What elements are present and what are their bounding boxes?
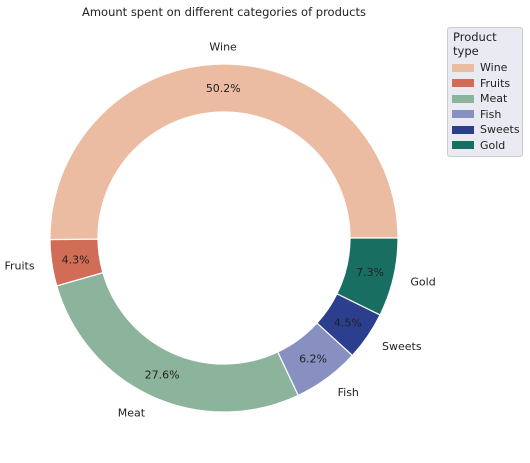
legend-item-wine: Wine bbox=[452, 60, 518, 76]
legend-swatch bbox=[452, 79, 474, 88]
legend-label: Fruits bbox=[480, 76, 511, 90]
category-label-sweets: Sweets bbox=[382, 340, 422, 353]
category-label-meat: Meat bbox=[118, 406, 146, 419]
legend-item-sweets: Sweets bbox=[452, 122, 520, 138]
legend-item-fish: Fish bbox=[452, 107, 518, 123]
legend-swatch bbox=[452, 141, 474, 150]
category-label-gold: Gold bbox=[410, 275, 435, 288]
slice-wine bbox=[49, 63, 399, 241]
legend-label: Meat bbox=[480, 92, 508, 106]
slice-gold bbox=[336, 237, 399, 316]
legend-title: Product type bbox=[453, 30, 497, 58]
slice-meat bbox=[56, 271, 300, 413]
legend-swatch bbox=[452, 94, 474, 103]
legend-label: Sweets bbox=[480, 123, 520, 137]
legend-label: Fish bbox=[480, 107, 502, 121]
category-label-fruits: Fruits bbox=[4, 260, 34, 273]
pct-label-gold: 7.3% bbox=[356, 266, 384, 279]
pct-label-wine: 50.2% bbox=[206, 82, 241, 95]
category-label-wine: Wine bbox=[209, 41, 237, 54]
legend-item-gold: Gold bbox=[452, 138, 518, 154]
legend: Product type Wine Fruits Meat Fish Sweets Gol… bbox=[447, 27, 523, 157]
chart-title: Amount spent on different categories of … bbox=[82, 5, 366, 19]
category-label-fish: Fish bbox=[338, 386, 359, 399]
pct-label-sweets: 4.5% bbox=[334, 317, 362, 330]
legend-item-fruits: Fruits bbox=[452, 76, 518, 92]
legend-label: Wine bbox=[480, 61, 508, 75]
pct-label-meat: 27.6% bbox=[145, 369, 180, 382]
legend-swatch bbox=[452, 125, 474, 134]
pct-label-fruits: 4.3% bbox=[62, 254, 90, 267]
legend-swatch bbox=[452, 110, 474, 119]
legend-label: Gold bbox=[480, 138, 506, 152]
legend-swatch bbox=[452, 63, 474, 72]
legend-item-meat: Meat bbox=[452, 91, 518, 107]
pct-label-fish: 6.2% bbox=[299, 353, 327, 366]
